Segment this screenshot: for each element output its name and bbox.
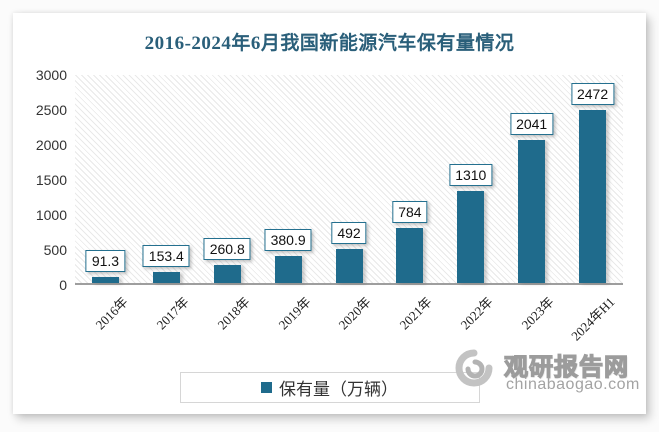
- x-tick-label-2019年: 2019年: [275, 294, 314, 333]
- bar-2021年: [396, 228, 424, 283]
- x-tick-label-2021年: 2021年: [396, 294, 436, 333]
- y-tick-label-3000: 3000: [35, 67, 67, 83]
- value-label-2016年: 91.3: [85, 249, 126, 272]
- bar-2024年H1: [579, 109, 607, 283]
- x-tick-label-2017年: 2017年: [153, 294, 192, 333]
- swirl-brand-logo-icon: [455, 349, 493, 387]
- chart-title: 2016-2024年6月我国新能源汽车保有量情况: [144, 33, 515, 54]
- bar-2017年: [152, 272, 180, 283]
- value-label-2022年: 1310: [449, 164, 493, 187]
- chart-card: 2016-2024年6月我国新能源汽车保有量情况 91.3 153.4 260.8 3…: [13, 13, 646, 414]
- value-label-2024年H1: 2472: [570, 82, 615, 105]
- bar-2020年: [335, 248, 363, 283]
- value-label-2023年: 2041: [510, 113, 554, 136]
- x-tick-label-2018年: 2018年: [214, 294, 253, 333]
- y-tick-label-0: 0: [59, 277, 67, 293]
- watermark-site-name: 观研报告网: [503, 353, 629, 381]
- bar-2016年: [91, 276, 119, 283]
- x-tick-label-2020年: 2020年: [336, 294, 375, 333]
- y-tick-label-1000: 1000: [35, 207, 67, 223]
- bar-2019年: [274, 256, 302, 283]
- x-tick-label-2016年: 2016年: [92, 294, 131, 333]
- x-tick-label-2022年: 2022年: [457, 294, 497, 333]
- value-label-2018年: 260.8: [203, 237, 251, 260]
- legend: 保有量（万辆）: [179, 372, 480, 403]
- y-tick-label-2500: 2500: [35, 102, 67, 118]
- legend-color-square-icon: [261, 382, 272, 393]
- value-label-2019年: 380.9: [264, 229, 312, 252]
- value-label-2021年: 784: [392, 201, 428, 224]
- plot-area: 91.3 153.4 260.8 380.9 492 784 1310 2041 2472: [75, 75, 623, 285]
- y-tick-label-500: 500: [43, 242, 67, 258]
- x-tick-label-2023年: 2023年: [518, 294, 557, 333]
- legend-label: 保有量（万辆）: [279, 380, 398, 399]
- bar-2022年: [457, 191, 485, 283]
- bar-2018年: [213, 264, 241, 283]
- watermark-site-url: chinabaogao.com: [506, 376, 640, 393]
- value-label-2017年: 153.4: [142, 245, 190, 268]
- x-tick-label-2024年H1: 2024年H1: [568, 294, 618, 344]
- y-tick-label-1500: 1500: [35, 172, 67, 188]
- bar-2023年: [518, 140, 546, 283]
- value-label-2020年: 492: [331, 221, 367, 244]
- y-tick-label-2000: 2000: [35, 137, 67, 153]
